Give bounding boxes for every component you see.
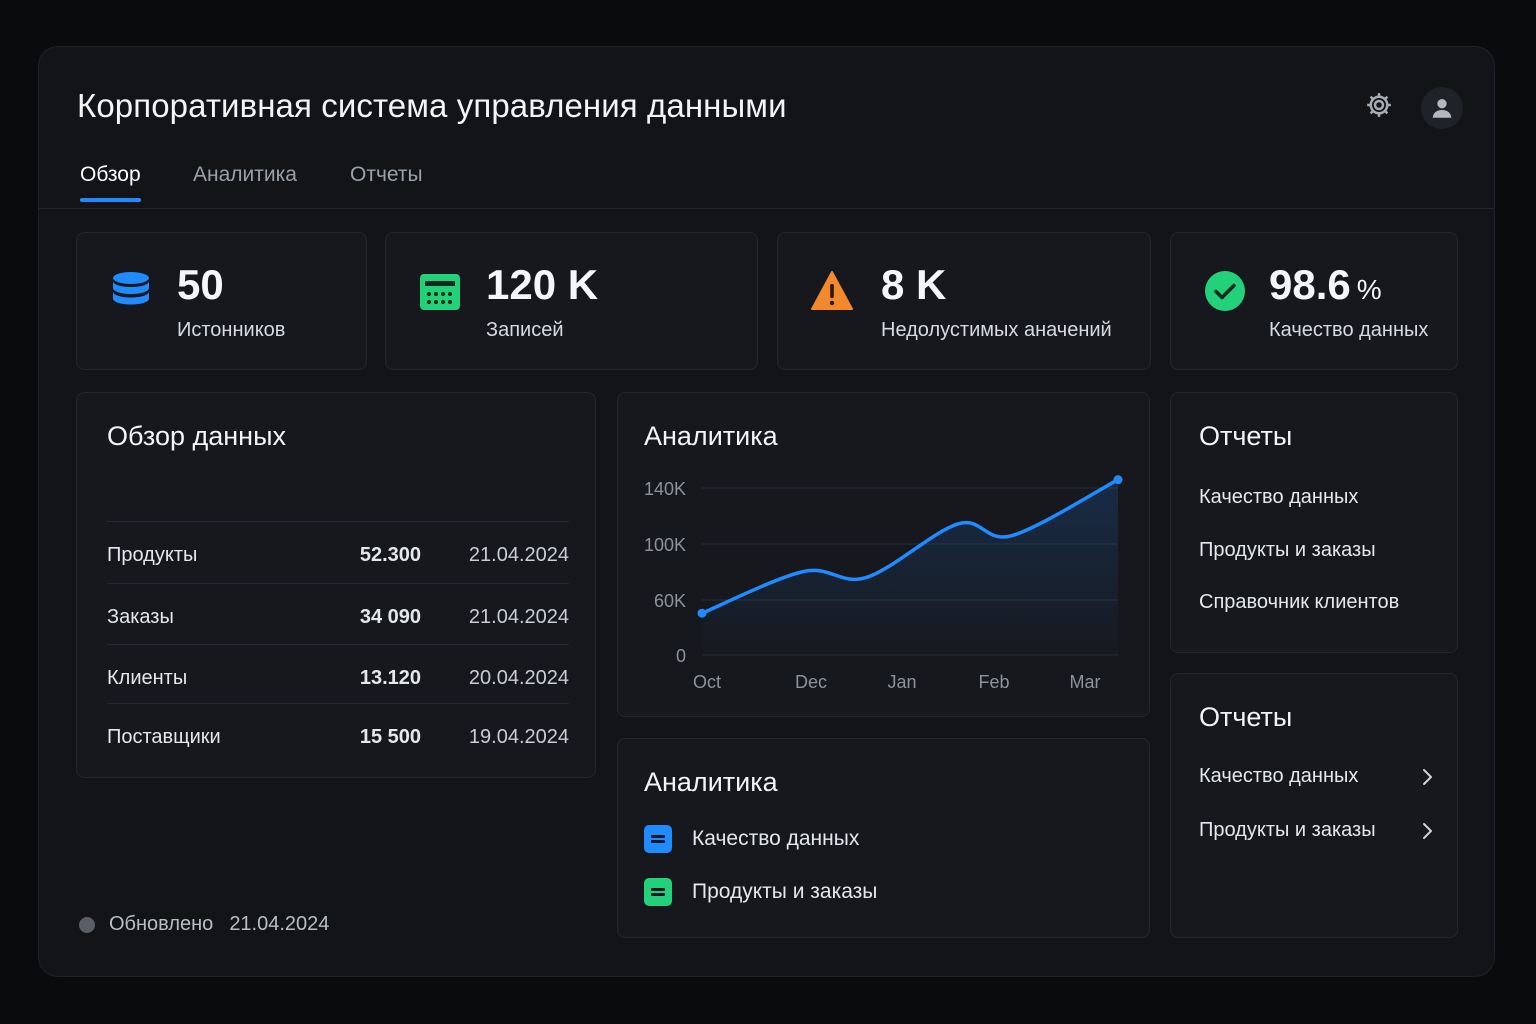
kpi-value: 50 <box>177 261 224 308</box>
database-icon <box>113 272 149 305</box>
page-title: Корпоративная система управления данными <box>77 87 787 124</box>
kpi-label: Качество данных <box>1269 319 1429 341</box>
row-date: 20.04.2024 <box>468 667 569 689</box>
status-date: 21.04.2024 <box>229 913 330 935</box>
y-tick-label: 140K <box>644 479 686 499</box>
analytics-chart-card: Аналитика 0 60K 100K 140K Oct Dec Jan Feb Mar <box>617 392 1150 717</box>
kpi-label: Недолустимых аначений <box>881 319 1112 341</box>
tab-bar: Обзор Аналитика Отчеты <box>39 157 1494 209</box>
kpi-card-records: 120 K Записей <box>385 232 758 370</box>
line-chart: 0 60K 100K 140K Oct Dec Jan Feb Mar <box>644 475 1123 692</box>
legend-label: Продукты и заказы <box>692 880 878 903</box>
kpi-card-invalid: 8 K Недолустимых аначений <box>777 232 1151 370</box>
card-title: Отчеты <box>1199 702 1293 732</box>
kpi-card-sources: 50 Истонников <box>76 232 367 370</box>
status-dot-icon <box>79 916 95 933</box>
list-icon <box>644 878 672 906</box>
card-title: Аналитика <box>644 421 778 451</box>
table-row[interactable]: Заказы 34 090 21.04.2024 <box>107 583 569 643</box>
tab-reports[interactable]: Отчеты <box>350 163 423 186</box>
report-link-products[interactable]: Продукты и заказы <box>1199 819 1459 842</box>
check-circle-icon <box>1205 271 1245 311</box>
update-status: Обновлено 21.04.2024 <box>79 913 329 936</box>
warning-icon <box>811 271 853 310</box>
report-link-clients[interactable]: Справочник клиентов <box>1199 591 1400 613</box>
y-tick-label: 0 <box>676 646 686 666</box>
x-tick-label: Dec <box>795 672 827 692</box>
data-point[interactable] <box>697 608 707 618</box>
row-name: Продукты <box>107 544 198 566</box>
row-value: 13.120 <box>359 667 421 689</box>
legend-label: Качество данных <box>692 827 860 850</box>
avatar[interactable] <box>1421 87 1463 129</box>
app-window: Корпоративная система управления данными… <box>38 46 1495 977</box>
y-tick-label: 60K <box>654 591 686 611</box>
kpi-label: Истонников <box>177 319 286 341</box>
row-value: 52.300 <box>359 544 421 566</box>
kpi-label: Записей <box>486 319 564 341</box>
legend-item-quality[interactable]: Качество данных <box>644 825 859 853</box>
table-row[interactable]: Продукты 52.300 21.04.2024 <box>107 521 569 581</box>
list-icon <box>644 825 672 853</box>
x-tick-label: Jan <box>887 672 916 692</box>
report-link-quality[interactable]: Качество данных <box>1199 486 1359 508</box>
row-value: 15 500 <box>359 726 421 748</box>
reports-card: Отчеты Качество данных Продукты и заказы… <box>1170 392 1458 653</box>
card-title: Отчеты <box>1199 421 1293 451</box>
chevron-right-icon <box>1423 769 1432 785</box>
reports-card-2: Отчеты Качество данных Продукты и заказы <box>1170 673 1458 938</box>
row-date: 19.04.2024 <box>468 726 569 748</box>
legend-item-products[interactable]: Продукты и заказы <box>644 878 877 906</box>
data-overview-card: Обзор данных Продукты 52.300 21.04.2024 … <box>76 392 596 778</box>
kpi-value: 98.6% <box>1269 261 1382 308</box>
row-name: Заказы <box>107 606 174 628</box>
series-area <box>702 479 1118 655</box>
chevron-right-icon <box>1423 823 1432 839</box>
row-name: Поставщики <box>107 726 221 748</box>
data-point[interactable] <box>1113 475 1123 485</box>
kpi-value: 8 K <box>881 261 947 308</box>
row-name: Клиенты <box>107 667 188 689</box>
status-label: Обновлено <box>109 913 214 935</box>
gear-icon <box>1367 93 1391 117</box>
tab-analytics[interactable]: Аналитика <box>193 163 297 186</box>
card-title: Обзор данных <box>107 421 286 451</box>
records-icon <box>420 274 460 310</box>
kpi-card-quality: 98.6% Качество данных <box>1170 232 1458 370</box>
tab-overview[interactable]: Обзор <box>80 163 141 202</box>
table-row[interactable]: Поставщики 15 500 19.04.2024 <box>107 703 569 763</box>
report-link-label: Продукты и заказы <box>1199 819 1376 841</box>
x-tick-label: Oct <box>693 672 721 692</box>
x-tick-label: Mar <box>1070 672 1101 692</box>
table-row[interactable]: Клиенты 13.120 20.04.2024 <box>107 644 569 704</box>
x-tick-label: Feb <box>978 672 1009 692</box>
report-link-quality[interactable]: Качество данных <box>1199 765 1459 788</box>
kpi-value: 120 K <box>486 261 599 308</box>
row-date: 21.04.2024 <box>468 544 569 566</box>
settings-button[interactable] <box>1361 87 1397 123</box>
card-title: Аналитика <box>644 767 778 797</box>
user-icon <box>1432 99 1452 118</box>
report-link-label: Качество данных <box>1199 765 1359 787</box>
y-tick-label: 100K <box>644 535 686 555</box>
row-date: 21.04.2024 <box>468 606 569 628</box>
series-line <box>700 477 1120 615</box>
analytics-legend-card: Аналитика Качество данных Продукты и зак… <box>617 738 1150 938</box>
row-value: 34 090 <box>359 606 421 628</box>
report-link-products[interactable]: Продукты и заказы <box>1199 539 1376 561</box>
